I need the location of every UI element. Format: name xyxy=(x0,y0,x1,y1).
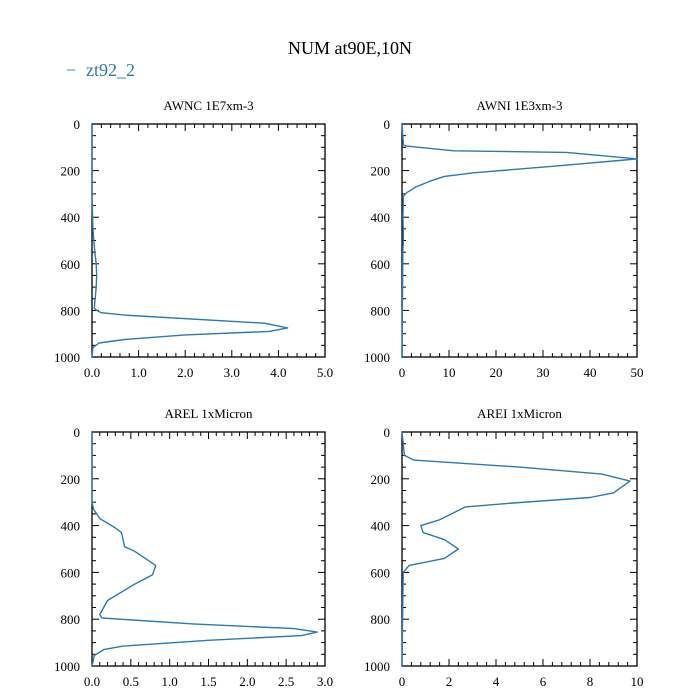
y-tick-label: 800 xyxy=(371,303,391,318)
y-tick-label: 600 xyxy=(371,257,391,272)
x-tick-label: 1.5 xyxy=(200,674,216,689)
x-tick-label: 40 xyxy=(584,365,597,380)
panel-title: AWNC 1E7xm-3 xyxy=(163,98,253,113)
y-tick-label: 600 xyxy=(61,565,81,580)
x-tick-label: 0.0 xyxy=(84,674,100,689)
y-tick-label: 200 xyxy=(371,164,391,179)
y-tick-label: 200 xyxy=(61,472,81,487)
y-tick-label: 800 xyxy=(371,612,391,627)
y-tick-label: 0 xyxy=(74,425,81,440)
x-tick-label: 2.0 xyxy=(239,674,255,689)
x-tick-label: 6 xyxy=(540,674,547,689)
panel-title: AREI 1xMicron xyxy=(477,406,562,421)
y-tick-label: 0 xyxy=(384,425,391,440)
x-tick-label: 3.0 xyxy=(317,674,333,689)
x-tick-label: 30 xyxy=(537,365,550,380)
legend-label: zt92_2 xyxy=(86,60,135,80)
x-tick-label: 0 xyxy=(399,365,406,380)
y-tick-label: 0 xyxy=(74,117,81,132)
x-tick-label: 1.0 xyxy=(162,674,178,689)
y-tick-label: 400 xyxy=(61,210,81,225)
x-tick-label: 8 xyxy=(587,674,594,689)
y-tick-label: 1000 xyxy=(364,350,390,365)
legend-marker: − xyxy=(66,60,76,80)
y-tick-label: 400 xyxy=(61,519,81,534)
y-tick-label: 400 xyxy=(371,210,391,225)
y-tick-label: 800 xyxy=(61,303,81,318)
y-tick-label: 1000 xyxy=(54,659,80,674)
x-tick-label: 3.0 xyxy=(224,365,240,380)
panel-title: AREL 1xMicron xyxy=(165,406,253,421)
x-tick-label: 4 xyxy=(493,674,500,689)
chart-title: NUM at90E,10N xyxy=(288,38,412,58)
x-tick-label: 1.0 xyxy=(130,365,146,380)
y-tick-label: 600 xyxy=(61,257,81,272)
x-tick-label: 50 xyxy=(631,365,644,380)
x-tick-label: 0.5 xyxy=(123,674,139,689)
x-tick-label: 10 xyxy=(443,365,456,380)
x-tick-label: 4.0 xyxy=(270,365,286,380)
panel-2: AWNI 1E3xm-3 0 10 20 30 40 50 0 200 400 600 800 1000 xyxy=(364,98,644,380)
series-line-1 xyxy=(91,432,318,667)
series-line-1 xyxy=(401,123,638,358)
panel-4: AREI 1xMicron 0 2 4 6 8 10 0 200 400 600 800 1000 xyxy=(364,406,644,689)
x-tick-label: 5.0 xyxy=(317,365,333,380)
panel-1: AWNC 1E7xm-3 0.0 1.0 2.0 3.0 4.0 5.0 0 200 400 600… xyxy=(54,98,333,380)
y-tick-label: 0 xyxy=(384,117,391,132)
plot-frame xyxy=(401,123,638,358)
y-tick-label: 1000 xyxy=(54,350,80,365)
x-tick-label: 0 xyxy=(399,674,406,689)
x-tick-label: 2 xyxy=(446,674,453,689)
y-tick-label: 800 xyxy=(61,612,81,627)
y-tick-label: 600 xyxy=(371,565,391,580)
series-line-1 xyxy=(401,431,631,667)
x-tick-label: 2.0 xyxy=(177,365,193,380)
x-tick-label: 10 xyxy=(631,674,644,689)
x-tick-label: 20 xyxy=(490,365,503,380)
plot-frame xyxy=(91,123,326,358)
y-tick-label: 200 xyxy=(61,164,81,179)
series-line-1 xyxy=(91,124,289,358)
panels: AWNC 1E7xm-30.0 1.0 2.0 3.0 4.0 5.00200400600… xyxy=(54,98,644,689)
y-tick-label: 1000 xyxy=(364,659,390,674)
panel-3: AREL 1xMicron 0.0 0.5 1.0 1.5 2.0 2.5 3.0 0 200 40… xyxy=(54,406,333,689)
y-tick-label: 400 xyxy=(371,519,391,534)
x-tick-label: 2.5 xyxy=(278,674,294,689)
plot-frame xyxy=(91,431,326,667)
panel-title: AWNI 1E3xm-3 xyxy=(477,98,563,113)
x-tick-label: 0.0 xyxy=(84,365,100,380)
y-tick-label: 200 xyxy=(371,472,391,487)
